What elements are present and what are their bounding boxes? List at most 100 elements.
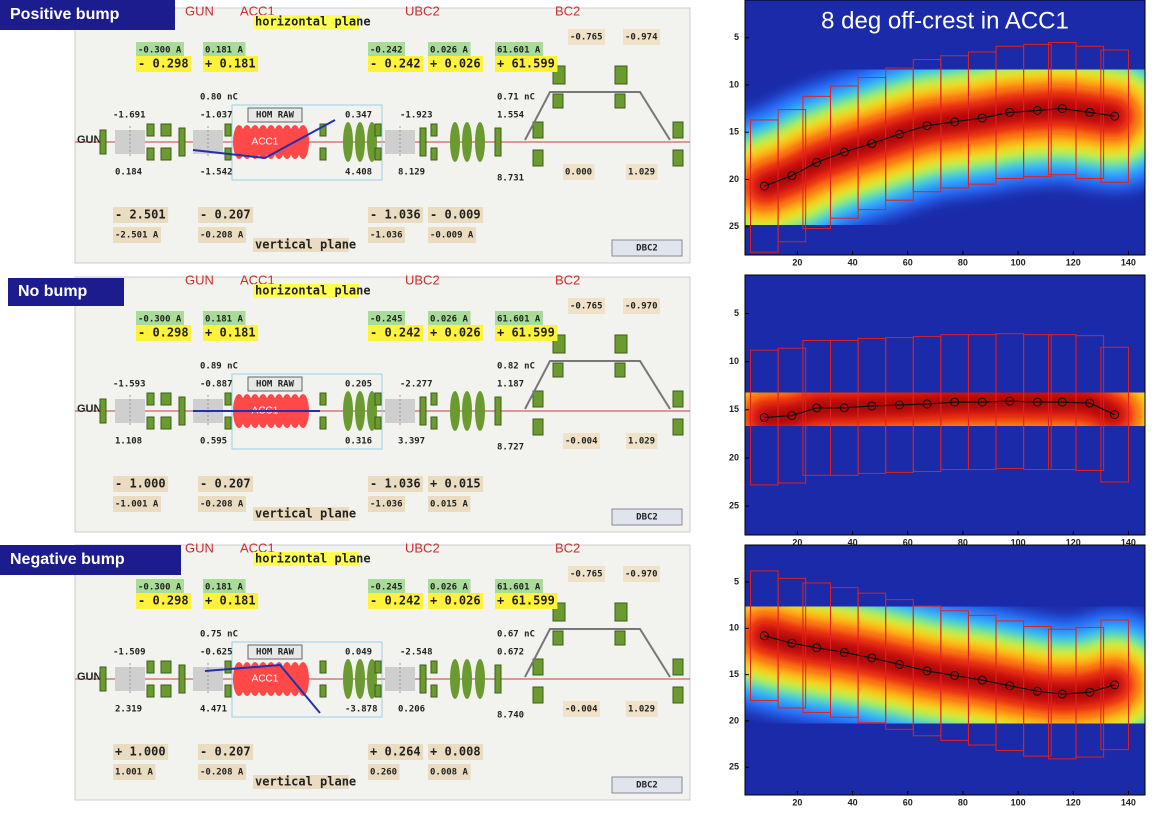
section-label: ACC1 bbox=[240, 3, 275, 18]
bottom-readback: - 2.501 bbox=[115, 208, 166, 222]
magnet bbox=[532, 390, 544, 408]
quadrupole bbox=[343, 122, 353, 162]
magnet bbox=[614, 65, 628, 85]
section-label: ACC1 bbox=[240, 272, 275, 287]
readback-box bbox=[203, 56, 259, 72]
x-tick-label: 140 bbox=[1121, 537, 1136, 547]
centroid-point bbox=[1057, 104, 1067, 114]
y-tick-label: 20 bbox=[729, 174, 739, 184]
y-tick-label: 20 bbox=[729, 452, 739, 462]
quadrupole bbox=[450, 122, 460, 162]
readback: + 0.026 bbox=[430, 594, 481, 608]
bottom-readback: - 0.207 bbox=[200, 477, 251, 491]
quadrupole bbox=[462, 659, 472, 699]
bpm-x: -1.593 bbox=[113, 380, 146, 390]
magnet bbox=[178, 664, 186, 694]
bottom-readback-box bbox=[113, 744, 169, 760]
plot-frame bbox=[744, 274, 1146, 536]
magnet bbox=[224, 416, 232, 430]
set-current-box bbox=[428, 311, 471, 327]
readback-box bbox=[428, 56, 484, 72]
x-tick-label: 40 bbox=[848, 797, 858, 807]
set-current-box bbox=[136, 311, 184, 327]
hom-button bbox=[247, 107, 303, 123]
set-current: 0.026 A bbox=[430, 583, 469, 593]
magnet bbox=[672, 418, 684, 436]
bottom-set-box bbox=[113, 764, 156, 780]
set-current-box bbox=[428, 42, 471, 58]
magnet bbox=[160, 684, 172, 698]
plane-box bbox=[253, 238, 349, 252]
section-label: GUN bbox=[185, 272, 214, 287]
readback: + 0.181 bbox=[205, 326, 256, 340]
bottom-readback: - 1.036 bbox=[370, 477, 421, 491]
x-tick-label: 120 bbox=[1066, 537, 1081, 547]
magnet bbox=[146, 660, 155, 674]
bottom-readback: + 1.000 bbox=[115, 745, 166, 759]
x-tick-label: 120 bbox=[1066, 257, 1081, 267]
bottom-set: -1.036 bbox=[370, 231, 403, 241]
bpm-y: -1.542 bbox=[200, 168, 233, 178]
bottom-readback-box bbox=[428, 476, 484, 492]
x-tick-label: 80 bbox=[958, 797, 968, 807]
set-current: -0.300 A bbox=[138, 315, 182, 325]
bottom-readback-box bbox=[368, 207, 424, 223]
section-label: GUN bbox=[185, 3, 214, 18]
set-current: 61.601 A bbox=[497, 583, 541, 593]
bottom-readback-box bbox=[428, 744, 484, 760]
bottom-readback-box bbox=[113, 207, 169, 223]
bottom-readback: - 1.000 bbox=[115, 477, 166, 491]
chicane bbox=[524, 628, 671, 678]
magnet bbox=[672, 686, 684, 704]
bpm-y: 8.740 bbox=[497, 711, 524, 721]
readback: - 0.298 bbox=[138, 326, 189, 340]
magnet bbox=[224, 684, 232, 698]
dbc2-button bbox=[611, 776, 683, 794]
y-tick-label: 15 bbox=[729, 127, 739, 137]
bpm-y: 8.129 bbox=[398, 168, 425, 178]
readback: + 61.599 bbox=[497, 594, 555, 608]
vertical-plane: vertical plane bbox=[255, 238, 356, 252]
centroid-point bbox=[867, 401, 877, 411]
x-tick-label: 20 bbox=[792, 797, 802, 807]
bc2-value-box bbox=[568, 298, 605, 314]
magnet bbox=[419, 664, 427, 694]
quadrupole bbox=[355, 391, 365, 431]
magnet bbox=[146, 416, 155, 430]
bpm-y: 3.397 bbox=[398, 437, 425, 447]
bc2-bpm-box bbox=[563, 164, 595, 180]
magnet bbox=[178, 396, 186, 426]
set-current: -0.245 bbox=[370, 315, 403, 325]
quadrupole bbox=[343, 659, 353, 699]
horizontal-plane: horizontal plane bbox=[255, 284, 371, 298]
horizontal-plane: horizontal plane bbox=[255, 15, 371, 29]
magnet bbox=[374, 123, 382, 137]
magnet bbox=[614, 630, 626, 646]
bpm-x: 1.187 bbox=[497, 380, 524, 390]
set-current-box bbox=[428, 579, 471, 595]
readback-box bbox=[203, 593, 259, 609]
magnet bbox=[430, 660, 438, 674]
bc2-bpm-box bbox=[563, 433, 600, 449]
bottom-set-box bbox=[198, 496, 246, 512]
section-label: BC2 bbox=[555, 3, 580, 18]
bottom-set: -0.208 A bbox=[200, 231, 244, 241]
bottom-readback: + 0.008 bbox=[430, 745, 481, 759]
bpm-x: -0.625 bbox=[200, 648, 233, 658]
centroid-point bbox=[812, 643, 822, 653]
quadrupole bbox=[462, 122, 472, 162]
x-tick-label: 140 bbox=[1121, 797, 1136, 807]
bottom-readback: + 0.015 bbox=[430, 477, 481, 491]
bpm-x: -0.887 bbox=[200, 380, 233, 390]
centroid-point bbox=[1110, 410, 1120, 420]
x-tick-label: 20 bbox=[792, 537, 802, 547]
bc2-bpm: 1.029 bbox=[628, 437, 655, 447]
centroid-point bbox=[867, 653, 877, 663]
bpm-y: 8.727 bbox=[497, 443, 524, 453]
centroid-point bbox=[1110, 680, 1120, 690]
centroid-point bbox=[894, 129, 904, 139]
hom-button-label: HOM RAW bbox=[256, 648, 295, 658]
plot-frame bbox=[744, 0, 1146, 256]
bottom-readback-box bbox=[428, 207, 484, 223]
